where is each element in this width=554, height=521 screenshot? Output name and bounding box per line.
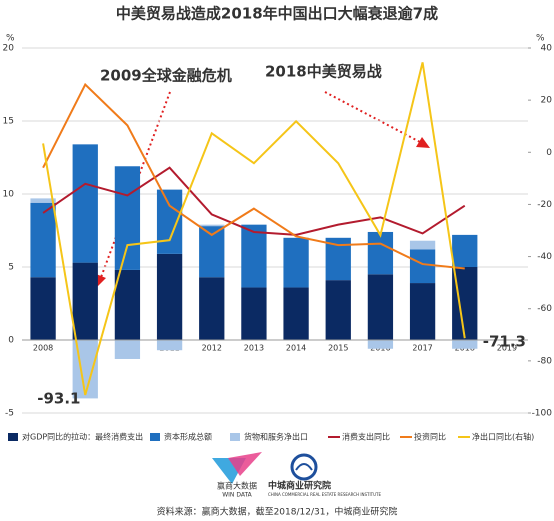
legend-label: 消费支出同比 bbox=[342, 432, 390, 442]
bar bbox=[452, 234, 478, 267]
data-label: -71.3 bbox=[483, 333, 526, 351]
bar bbox=[156, 253, 183, 340]
legend-swatch bbox=[230, 433, 240, 441]
y2-axis-label: % bbox=[536, 34, 545, 44]
y-tick-label: 5 bbox=[8, 263, 14, 273]
line bbox=[42, 166, 466, 236]
annotation: 2018中美贸易战 bbox=[265, 63, 382, 81]
line bbox=[42, 62, 466, 396]
bar bbox=[283, 237, 309, 288]
y2-tick-label: -60 bbox=[537, 304, 552, 314]
bar bbox=[156, 340, 183, 351]
x-tick-label: 2017 bbox=[412, 344, 432, 353]
legend-label: 货物和服务净出口 bbox=[244, 432, 308, 442]
bar bbox=[114, 269, 141, 340]
bar bbox=[367, 231, 394, 275]
bar bbox=[409, 283, 436, 340]
bar bbox=[241, 287, 267, 340]
bar bbox=[30, 202, 56, 278]
legend-label: 对GDP同比的拉动：最终消费支出 bbox=[22, 432, 143, 442]
bar bbox=[367, 340, 394, 349]
legend-label: 净出口同比(右轴) bbox=[472, 432, 534, 442]
x-tick-label: 2008 bbox=[33, 344, 53, 353]
y-axis-label: % bbox=[6, 34, 15, 44]
bar bbox=[156, 189, 183, 254]
logo-text: 赢商大数据 bbox=[217, 481, 257, 491]
y2-tick-label: 0 bbox=[546, 148, 552, 158]
x-tick-label: 2012 bbox=[202, 344, 222, 353]
bar bbox=[199, 277, 225, 340]
y-tick-label: -5 bbox=[5, 409, 14, 419]
y2-tick-label: 40 bbox=[541, 44, 553, 54]
arrow-head bbox=[96, 274, 106, 288]
bar bbox=[199, 224, 225, 227]
y-tick-label: 15 bbox=[3, 117, 14, 127]
bar bbox=[283, 287, 309, 340]
bar bbox=[30, 198, 56, 203]
y2-tick-label: -40 bbox=[537, 252, 552, 262]
logo-text: CHINA COMMERCIAL REAL ESTATE RESEARCH IN… bbox=[268, 492, 381, 497]
bar bbox=[409, 240, 436, 250]
logo-right: 中城商业研究院 CHINA COMMERCIAL REAL ESTATE RES… bbox=[268, 453, 381, 497]
arrow-head bbox=[416, 137, 430, 148]
annotation: 2009全球金融危机 bbox=[100, 67, 232, 85]
line bbox=[42, 82, 465, 270]
y2-tick-label: -20 bbox=[537, 200, 552, 210]
y-tick-label: 10 bbox=[3, 190, 15, 200]
bar bbox=[72, 262, 98, 340]
x-tick-label: 2019 bbox=[497, 344, 517, 353]
y2-tick-label: -80 bbox=[537, 356, 552, 366]
bar bbox=[241, 224, 267, 288]
logo-text: WIN DATA bbox=[222, 492, 252, 499]
legend-label: 资本形成总额 bbox=[164, 432, 212, 442]
grid bbox=[22, 47, 528, 414]
legend-swatch bbox=[150, 433, 160, 441]
x-tick-label: 2015 bbox=[328, 344, 348, 353]
bar bbox=[452, 340, 478, 349]
legend-label: 投资同比 bbox=[414, 432, 446, 442]
logo-text: 中城商业研究院 bbox=[268, 480, 331, 492]
bar bbox=[72, 144, 98, 263]
bar bbox=[409, 249, 436, 284]
y-tick-label: 0 bbox=[8, 336, 14, 346]
bar bbox=[114, 340, 141, 359]
data-label: -93.1 bbox=[37, 390, 80, 408]
x-tick-label: 2013 bbox=[244, 344, 264, 353]
bar bbox=[367, 274, 394, 340]
legend-swatch bbox=[8, 433, 18, 441]
logo-left: 赢商大数据 WIN DATA bbox=[212, 452, 262, 499]
source: 资料来源：赢商大数据，截至2018/12/31，中城商业研究院 bbox=[157, 506, 398, 518]
bar bbox=[325, 280, 351, 340]
y2-tick-label: -100 bbox=[532, 409, 553, 419]
y-tick-label: 20 bbox=[3, 44, 15, 54]
bar bbox=[30, 277, 56, 340]
x-tick-label: 2014 bbox=[286, 344, 306, 353]
chart-title: 中美贸易战造成2018年中国出口大幅衰退逾7成 bbox=[116, 5, 438, 23]
y2-tick-label: 20 bbox=[541, 96, 553, 106]
bar bbox=[114, 166, 141, 270]
